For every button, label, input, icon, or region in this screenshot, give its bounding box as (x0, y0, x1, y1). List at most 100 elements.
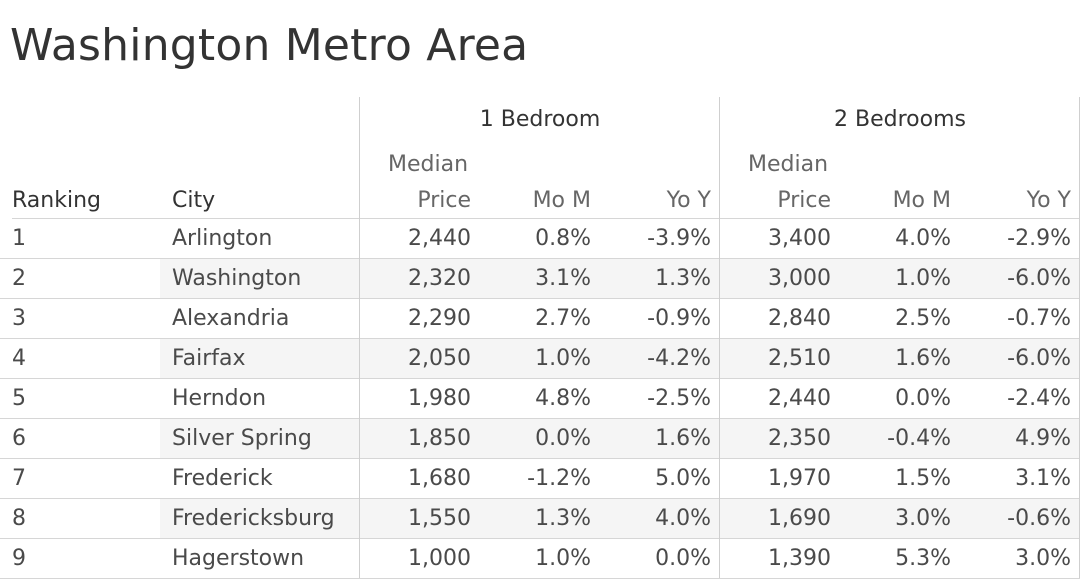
row-divider (0, 578, 1080, 579)
column-header-yoy-1br: Yo Y (666, 188, 711, 213)
cell-b2-mom: 1.6% (895, 346, 951, 371)
cell-b1-mom: 3.1% (535, 266, 591, 291)
column-header-price-1br: Price (417, 188, 471, 213)
cell-b1-mom: 1.0% (535, 346, 591, 371)
column-header-ranking: Ranking (12, 188, 101, 213)
column-header-mom-2br: Mo M (892, 188, 951, 213)
cell-b2-price: 1,690 (768, 506, 831, 531)
cell-b1-price: 1,980 (408, 386, 471, 411)
cell-city: Herndon (172, 386, 267, 411)
cell-b2-price: 3,000 (768, 266, 831, 291)
row-divider (0, 538, 1080, 539)
cell-b1-price: 2,050 (408, 346, 471, 371)
row-divider (0, 298, 1080, 299)
cell-b2-price: 2,510 (768, 346, 831, 371)
row-divider (0, 418, 1080, 419)
cell-b2-mom: -0.4% (887, 426, 951, 451)
column-header-yoy-2br: Yo Y (1026, 188, 1071, 213)
row-divider (12, 218, 1080, 219)
cell-b2-mom: 3.0% (895, 506, 951, 531)
cell-b2-yoy: -6.0% (1007, 346, 1071, 371)
cell-rank: 3 (12, 306, 26, 331)
cell-b1-price: 1,550 (408, 506, 471, 531)
cell-b2-mom: 0.0% (895, 386, 951, 411)
cell-b1-price: 2,320 (408, 266, 471, 291)
cell-b1-price: 1,850 (408, 426, 471, 451)
cell-rank: 5 (12, 386, 26, 411)
cell-rank: 7 (12, 466, 26, 491)
row-stripe (160, 258, 1080, 298)
cell-b2-yoy: -6.0% (1007, 266, 1071, 291)
cell-b1-price: 1,000 (408, 546, 471, 571)
cell-b2-price: 2,350 (768, 426, 831, 451)
group-header-2-bedrooms: 2 Bedrooms (834, 107, 966, 132)
group-header-1-bedroom: 1 Bedroom (479, 107, 601, 132)
cell-b2-price: 1,970 (768, 466, 831, 491)
column-divider (359, 97, 360, 578)
cell-b2-mom: 5.3% (895, 546, 951, 571)
cell-city: Alexandria (172, 306, 290, 331)
page-title: Washington Metro Area (10, 20, 529, 71)
cell-b1-yoy: 0.0% (655, 546, 711, 571)
row-stripe (160, 418, 1080, 458)
cell-b1-yoy: -4.2% (647, 346, 711, 371)
cell-city: Hagerstown (172, 546, 305, 571)
cell-b2-mom: 1.5% (895, 466, 951, 491)
row-stripe (160, 338, 1080, 378)
cell-b2-price: 2,440 (768, 386, 831, 411)
column-divider (1079, 97, 1080, 578)
cell-b2-yoy: -0.7% (1007, 306, 1071, 331)
row-divider (0, 458, 1080, 459)
cell-b2-yoy: -2.9% (1007, 226, 1071, 251)
cell-city: Silver Spring (172, 426, 312, 451)
cell-b2-mom: 1.0% (895, 266, 951, 291)
cell-b2-price: 1,390 (768, 546, 831, 571)
row-divider (0, 258, 1080, 259)
cell-b1-yoy: -2.5% (647, 386, 711, 411)
cell-city: Fairfax (172, 346, 246, 371)
cell-b1-yoy: 1.6% (655, 426, 711, 451)
row-divider (0, 338, 1080, 339)
cell-city: Fredericksburg (172, 506, 335, 531)
cell-b1-mom: 0.8% (535, 226, 591, 251)
cell-b2-yoy: 3.0% (1015, 546, 1071, 571)
cell-b2-mom: 2.5% (895, 306, 951, 331)
cell-rank: 1 (12, 226, 26, 251)
cell-b2-mom: 4.0% (895, 226, 951, 251)
column-header-city: City (172, 188, 216, 213)
cell-city: Washington (172, 266, 302, 291)
cell-b1-yoy: 5.0% (655, 466, 711, 491)
cell-rank: 6 (12, 426, 26, 451)
column-header-price-2br: Price (777, 188, 831, 213)
column-divider (719, 97, 720, 578)
cell-b2-price: 2,840 (768, 306, 831, 331)
cell-b1-yoy: -0.9% (647, 306, 711, 331)
column-header-median-2br: Median (748, 152, 829, 177)
cell-b1-price: 1,680 (408, 466, 471, 491)
cell-rank: 4 (12, 346, 26, 371)
cell-b2-yoy: -2.4% (1007, 386, 1071, 411)
cell-b1-mom: 0.0% (535, 426, 591, 451)
cell-b1-yoy: 1.3% (655, 266, 711, 291)
row-divider (0, 378, 1080, 379)
cell-b1-price: 2,290 (408, 306, 471, 331)
cell-b2-yoy: 3.1% (1015, 466, 1071, 491)
cell-city: Arlington (172, 226, 273, 251)
cell-b2-yoy: 4.9% (1015, 426, 1071, 451)
cell-b2-price: 3,400 (768, 226, 831, 251)
column-header-median-1br: Median (388, 152, 469, 177)
cell-city: Frederick (172, 466, 273, 491)
cell-b1-yoy: -3.9% (647, 226, 711, 251)
cell-rank: 8 (12, 506, 26, 531)
cell-b1-yoy: 4.0% (655, 506, 711, 531)
cell-b1-mom: 4.8% (535, 386, 591, 411)
row-divider (0, 498, 1080, 499)
column-header-mom-1br: Mo M (532, 188, 591, 213)
cell-b1-mom: -1.2% (527, 466, 591, 491)
cell-rank: 9 (12, 546, 26, 571)
cell-b1-price: 2,440 (408, 226, 471, 251)
cell-b1-mom: 1.3% (535, 506, 591, 531)
cell-rank: 2 (12, 266, 26, 291)
cell-b1-mom: 1.0% (535, 546, 591, 571)
cell-b1-mom: 2.7% (535, 306, 591, 331)
